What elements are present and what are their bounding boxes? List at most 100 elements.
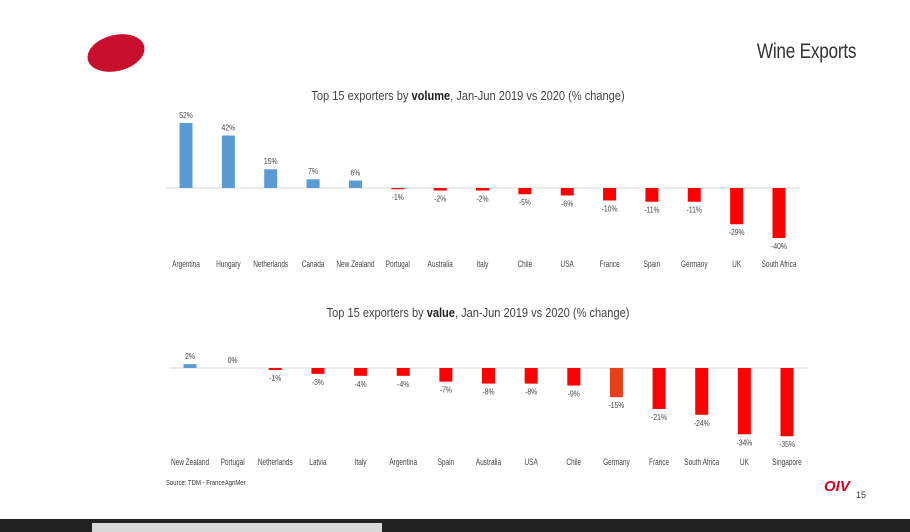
volume-bar-germany (687, 188, 701, 202)
value-chart-title-suffix: , Jan-Jun 2019 vs 2020 (% change) (454, 305, 630, 320)
value-bar-uk (737, 368, 751, 435)
volume-bar-uk (730, 188, 744, 225)
volume-data-label: -11% (644, 205, 660, 215)
value-data-label: -9% (568, 389, 580, 399)
volume-category-label: France (600, 259, 620, 269)
volume-bar-hungary (221, 135, 235, 188)
value-bar-chile (567, 368, 581, 386)
volume-category-label: New Zealand (336, 259, 374, 269)
brand-logo (87, 34, 145, 72)
volume-bar-new-zealand (348, 180, 362, 188)
value-data-label: -8% (525, 387, 537, 397)
value-data-label: -24% (694, 418, 710, 428)
footer-tab (92, 523, 382, 532)
volume-data-label: -10% (602, 204, 618, 214)
volume-data-label: -1% (392, 193, 404, 203)
volume-category-label: Argentina (172, 259, 200, 269)
volume-category-label: Netherlands (253, 259, 288, 269)
value-bar-usa (524, 368, 538, 384)
value-data-label: 2% (185, 352, 195, 362)
value-bar-spain (439, 368, 453, 382)
volume-bar-italy (476, 188, 489, 191)
value-data-label: -4% (355, 379, 367, 389)
value-bar-italy (354, 368, 368, 376)
volume-chart-title-suffix: , Jan-Jun 2019 vs 2020 (% change) (450, 88, 625, 103)
value-bar-france (652, 368, 666, 409)
volume-bar-australia (433, 188, 447, 191)
value-bar-latvia (311, 368, 325, 374)
volume-category-label: Italy (477, 259, 489, 269)
volume-data-label: -2% (476, 194, 488, 204)
value-data-label: -35% (779, 440, 795, 450)
value-category-label: Argentina (389, 457, 417, 467)
value-category-label: Germany (603, 457, 630, 467)
value-bar-australia (482, 368, 495, 384)
value-data-label: -1% (269, 373, 281, 383)
value-category-label: UK (740, 457, 750, 467)
volume-data-label: 15% (264, 157, 278, 167)
volume-chart-title-prefix: Top 15 exporters by (311, 88, 412, 103)
value-category-label: Spain (438, 457, 455, 467)
volume-category-label: Australia (428, 259, 454, 269)
page-number: 15 (856, 490, 867, 500)
volume-category-label: USA (561, 259, 575, 269)
value-category-label: Portugal (221, 457, 245, 467)
value-bar-new-zealand (183, 364, 197, 368)
value-chart-title-prefix: Top 15 exporters by (326, 305, 427, 320)
value-data-label: -34% (736, 438, 752, 448)
volume-chart-title-bold: volume (411, 88, 451, 103)
volume-bar-canada (306, 179, 320, 188)
volume-data-label: 52% (179, 110, 193, 120)
value-chart-title-bold: value (426, 305, 455, 320)
value-bar-germany (609, 368, 623, 398)
volume-bar-chile (518, 188, 532, 195)
value-data-label: -7% (440, 385, 452, 395)
oiv-brand: OIV (824, 478, 850, 495)
volume-data-label: 42% (222, 123, 236, 133)
volume-data-label: -6% (561, 199, 573, 209)
volume-bar-south-africa (772, 188, 786, 238)
value-category-label: South Africa (684, 457, 719, 467)
volume-bar-usa (560, 188, 574, 196)
volume-data-label: -11% (687, 205, 703, 215)
volume-category-label: UK (732, 259, 742, 269)
volume-bar-argentina (179, 123, 193, 188)
volume-bar-netherlands (264, 169, 278, 188)
value-category-label: USA (524, 457, 538, 467)
volume-bar-portugal (391, 188, 405, 190)
value-data-label: -15% (609, 401, 625, 411)
value-category-label: Netherlands (258, 457, 293, 467)
value-data-label: -21% (651, 412, 667, 422)
value-bar-south-africa (695, 368, 709, 415)
value-category-label: Latvia (309, 457, 327, 467)
value-data-label: 0% (228, 355, 238, 365)
value-category-label: Singapore (772, 457, 802, 467)
value-bar-singapore (780, 368, 794, 437)
value-data-label: -3% (312, 377, 324, 387)
volume-category-label: Portugal (386, 259, 410, 269)
volume-category-label: Chile (517, 259, 532, 269)
volume-bar-france (603, 188, 617, 201)
volume-category-label: Spain (644, 259, 661, 269)
volume-category-label: Germany (681, 259, 708, 269)
volume-bar-spain (645, 188, 659, 202)
value-bar-argentina (396, 368, 410, 376)
volume-data-label: -29% (729, 228, 745, 238)
volume-data-label: 6% (351, 168, 361, 178)
volume-category-label: South Africa (762, 259, 797, 269)
volume-data-label: -5% (519, 198, 531, 208)
value-bar-netherlands (268, 368, 282, 370)
value-data-label: -8% (482, 387, 494, 397)
volume-data-label: -40% (771, 241, 787, 251)
value-category-label: France (649, 457, 669, 467)
value-category-label: Italy (355, 457, 367, 467)
value-data-label: -4% (397, 379, 409, 389)
value-category-label: Chile (566, 457, 581, 467)
volume-data-label: -2% (434, 194, 446, 204)
source-note: Source: TDM - FranceAgriMer (166, 480, 246, 487)
volume-category-label: Canada (302, 259, 325, 269)
value-category-label: Australia (476, 457, 502, 467)
volume-data-label: 7% (308, 167, 318, 177)
